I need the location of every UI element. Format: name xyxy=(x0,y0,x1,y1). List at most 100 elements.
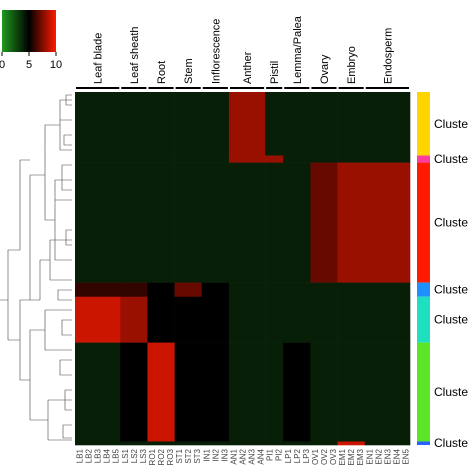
heat-cell xyxy=(201,162,230,283)
cluster-bar xyxy=(417,162,430,283)
sample-label: EM1 xyxy=(338,448,347,465)
heat-cell xyxy=(75,282,121,298)
heat-cell xyxy=(228,155,266,163)
heat-cell xyxy=(147,441,175,446)
cluster-label: Cluste xyxy=(434,117,468,131)
heat-cell xyxy=(174,282,203,298)
cluster-bar xyxy=(417,296,430,343)
cluster-bar xyxy=(417,282,430,297)
heat-cell xyxy=(147,162,175,283)
group-label: Leaf blade xyxy=(93,33,105,84)
colorbar-gradient xyxy=(2,10,56,52)
sample-label: PI2 xyxy=(275,448,284,461)
heat-cell xyxy=(75,342,121,442)
sample-label: LS1 xyxy=(121,448,130,463)
heat-cell xyxy=(265,162,284,283)
sample-label: OV3 xyxy=(329,448,338,465)
heat-cell xyxy=(337,296,366,343)
group-label: Root xyxy=(156,61,168,84)
heat-cell xyxy=(265,282,284,298)
sample-label: IN2 xyxy=(211,448,220,461)
heat-cell xyxy=(364,342,411,442)
heat-cell xyxy=(174,342,203,442)
heat-cell xyxy=(120,441,148,446)
heat-cell xyxy=(310,92,338,156)
heat-cell xyxy=(310,342,338,442)
heat-cell xyxy=(265,342,284,442)
heat-cell xyxy=(75,155,121,163)
sample-label: AN1 xyxy=(229,448,238,464)
heat-cell xyxy=(265,296,284,343)
heat-cell xyxy=(120,162,148,283)
heat-cell xyxy=(228,162,266,283)
cluster-label: Cluste xyxy=(434,385,468,399)
sample-label: ST3 xyxy=(193,448,202,463)
sample-label: LS3 xyxy=(139,448,148,463)
group-label: Pistil xyxy=(269,61,281,84)
sample-label: EN2 xyxy=(374,448,383,464)
cluster-bar xyxy=(417,92,430,156)
heat-cell xyxy=(228,92,266,156)
heat-cell xyxy=(265,155,284,163)
heat-cell xyxy=(364,296,411,343)
sample-label: OV2 xyxy=(320,448,329,465)
cluster-bar xyxy=(417,342,430,442)
heat-cell xyxy=(201,282,230,298)
heat-cell xyxy=(174,155,203,163)
cluster-label: Cluste xyxy=(434,216,468,230)
sample-label: AN2 xyxy=(239,448,248,464)
sample-label: LB4 xyxy=(103,448,112,463)
sample-label: LB5 xyxy=(112,448,121,463)
heat-cell xyxy=(201,296,230,343)
sample-label: LB3 xyxy=(94,448,103,463)
heat-cell xyxy=(310,282,338,298)
sample-label: PI1 xyxy=(266,448,275,461)
group-label: Leaf sheath xyxy=(129,27,141,85)
heat-cell xyxy=(120,282,148,298)
sample-label: AN3 xyxy=(248,448,257,464)
heat-cell xyxy=(283,162,311,283)
heat-cell xyxy=(283,296,311,343)
cluster-bar xyxy=(417,441,430,445)
heat-cell xyxy=(364,155,411,163)
heat-cell xyxy=(310,441,338,446)
heat-cell xyxy=(147,296,175,343)
cluster-label: Cluste xyxy=(434,436,468,450)
dendrogram xyxy=(0,94,72,441)
group-label: Lemma/Palea xyxy=(292,15,304,84)
heat-cell xyxy=(201,441,230,446)
heat-cell xyxy=(228,342,266,442)
heat-cell xyxy=(310,162,338,283)
heat-cell xyxy=(283,342,311,442)
heat-cell xyxy=(120,92,148,156)
sample-label: LB2 xyxy=(85,448,94,463)
heat-cell xyxy=(75,296,121,343)
heat-cell xyxy=(337,441,366,446)
sample-label: ST2 xyxy=(184,448,193,463)
group-label: Ovary xyxy=(319,54,331,84)
colorbar-tick-label: 10 xyxy=(50,59,62,71)
heat-cell xyxy=(364,441,411,446)
sample-label: ST1 xyxy=(175,448,184,463)
group-label: Endosperm xyxy=(382,28,394,84)
sample-label: LP1 xyxy=(284,448,293,463)
heat-cell xyxy=(147,342,175,442)
sample-label: IN1 xyxy=(202,448,211,461)
group-label: Stem xyxy=(183,58,195,84)
sample-label: EN5 xyxy=(401,448,410,464)
heat-cell xyxy=(228,282,266,298)
heat-cell xyxy=(228,441,266,446)
heat-cell xyxy=(283,282,311,298)
group-label: Embryo xyxy=(346,46,358,84)
heat-cell xyxy=(337,155,366,163)
sample-label: RO2 xyxy=(157,448,166,465)
heat-cell xyxy=(201,342,230,442)
heat-cell xyxy=(174,162,203,283)
heat-cell xyxy=(265,441,284,446)
sample-label: LP3 xyxy=(302,448,311,463)
heat-cell xyxy=(337,162,366,283)
group-label: Inflorescence xyxy=(210,19,222,84)
sample-label: EN4 xyxy=(392,448,401,464)
sample-label: AN4 xyxy=(257,448,266,464)
heat-cell xyxy=(283,441,311,446)
